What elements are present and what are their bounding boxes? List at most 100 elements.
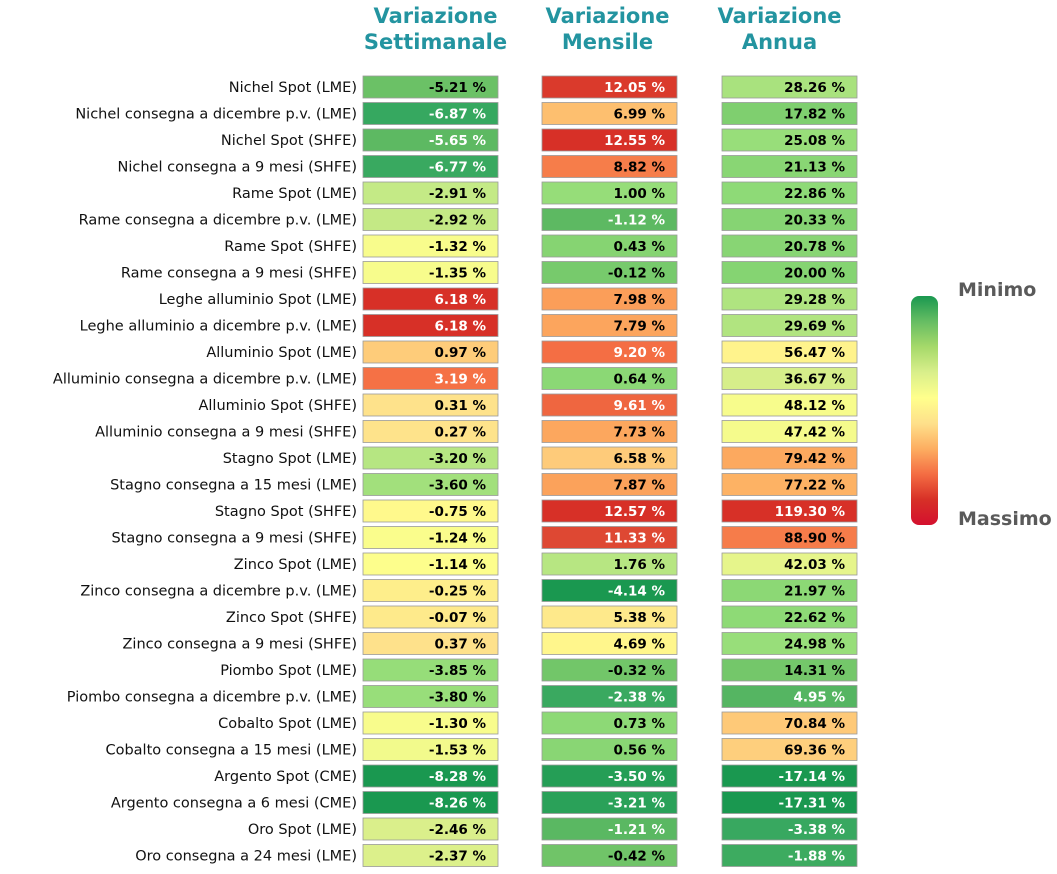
column-header-line: Annua xyxy=(742,30,817,54)
cell-value: 7.98 % xyxy=(613,292,665,308)
cell-bar xyxy=(541,499,678,523)
cell-value: 4.69 % xyxy=(613,637,665,653)
cell-value: 0.56 % xyxy=(613,743,665,759)
cell-bar xyxy=(541,817,678,841)
row-label: Nichel consegna a dicembre p.v. (LME) xyxy=(75,107,357,123)
cell-bar xyxy=(721,340,858,364)
cell-value: 1.00 % xyxy=(613,186,665,202)
cell-bar xyxy=(541,658,678,682)
heatmap-cell: -0.42 % xyxy=(541,844,678,867)
heatmap-cell: 4.95 % xyxy=(721,685,858,708)
row-label: Stagno consegna a 9 mesi (SHFE) xyxy=(111,531,357,547)
cell-bar xyxy=(721,791,858,814)
heatmap-cell: -3.80 % xyxy=(362,685,499,708)
heatmap-cell: -6.77 % xyxy=(362,155,499,178)
heatmap-cell: -0.25 % xyxy=(362,579,499,602)
heatmap-cell: 0.56 % xyxy=(541,738,678,761)
cell-bar xyxy=(721,844,858,867)
heatmap-cell: -0.07 % xyxy=(362,605,499,629)
column-header-line: Variazione xyxy=(717,4,841,28)
cell-bar xyxy=(541,526,678,549)
cell-value: 0.73 % xyxy=(613,716,665,732)
cell-bar xyxy=(541,102,678,125)
cell-bar xyxy=(541,579,678,602)
color-legend: Minimo Massimo xyxy=(911,279,1052,530)
cell-bar xyxy=(362,711,499,735)
heatmap-cell: -3.21 % xyxy=(541,791,678,814)
cell-value: 3.19 % xyxy=(434,372,486,388)
cell-bar xyxy=(721,446,858,470)
heatmap-cell: 42.03 % xyxy=(721,552,858,576)
cell-bar xyxy=(541,128,678,152)
heatmap-cell: 0.97 % xyxy=(362,340,499,364)
cell-bar xyxy=(721,658,858,682)
row-label: Oro Spot (LME) xyxy=(248,822,357,838)
cell-value: 48.12 % xyxy=(784,398,845,414)
cell-bar xyxy=(541,632,678,655)
cell-value: 17.82 % xyxy=(784,107,845,123)
heatmap-cell: 79.42 % xyxy=(721,446,858,470)
cell-value: -0.25 % xyxy=(429,584,487,600)
row-label: Rame consegna a dicembre p.v. (LME) xyxy=(79,213,357,229)
cell-bar xyxy=(721,314,858,337)
cell-bar xyxy=(541,791,678,814)
heatmap-cell: -1.53 % xyxy=(362,738,499,761)
cell-value: 0.43 % xyxy=(613,239,665,255)
heatmap-cell: 47.42 % xyxy=(721,420,858,443)
cell-value: -1.24 % xyxy=(429,531,487,547)
heatmap-cell: -2.38 % xyxy=(541,685,678,708)
row-label: Alluminio Spot (SHFE) xyxy=(198,398,357,414)
cell-bar xyxy=(362,102,499,125)
heatmap-cell: 20.00 % xyxy=(721,261,858,284)
cell-value: -3.80 % xyxy=(429,690,487,706)
cell-value: -6.87 % xyxy=(429,107,487,123)
cell-bar xyxy=(362,208,499,231)
cell-bar xyxy=(362,844,499,867)
cell-value: -2.92 % xyxy=(429,213,487,229)
heatmap-cell: 17.82 % xyxy=(721,102,858,125)
cell-bar xyxy=(362,605,499,629)
cell-value: -17.31 % xyxy=(778,796,845,812)
cell-bar xyxy=(362,764,499,788)
heatmap-cell: 7.87 % xyxy=(541,473,678,496)
cell-value: -6.77 % xyxy=(429,160,487,176)
cell-bar xyxy=(362,287,499,311)
cell-value: 12.57 % xyxy=(604,504,665,520)
cell-value: 14.31 % xyxy=(784,663,845,679)
cell-value: 88.90 % xyxy=(784,531,845,547)
heatmap-cell: -1.35 % xyxy=(362,261,499,284)
cell-bar xyxy=(541,340,678,364)
cell-value: 79.42 % xyxy=(784,451,845,467)
cell-value: -0.07 % xyxy=(429,610,487,626)
cell-bar xyxy=(721,605,858,629)
heatmap-cell: -17.31 % xyxy=(721,791,858,814)
cell-bar xyxy=(362,393,499,417)
cell-bar xyxy=(721,261,858,284)
heatmap-cell: 21.97 % xyxy=(721,579,858,602)
cell-value: 1.76 % xyxy=(613,557,665,573)
heatmap-cell: 29.28 % xyxy=(721,287,858,311)
heatmap-cell: 25.08 % xyxy=(721,128,858,152)
cell-bar xyxy=(541,367,678,390)
cell-bar xyxy=(362,181,499,205)
cell-value: 8.82 % xyxy=(613,160,665,176)
legend-min-label: Minimo xyxy=(958,279,1036,301)
heatmap-cell: 77.22 % xyxy=(721,473,858,496)
row-label: Rame Spot (LME) xyxy=(232,186,357,202)
cell-value: 6.18 % xyxy=(434,292,486,308)
cell-bar xyxy=(541,287,678,311)
heatmap-cell: 119.30 % xyxy=(721,499,858,523)
column-header: Variazione Annua xyxy=(717,4,841,54)
row-label: Rame consegna a 9 mesi (SHFE) xyxy=(121,266,357,282)
heatmap-cell: 69.36 % xyxy=(721,738,858,761)
cell-value: -8.28 % xyxy=(429,769,487,785)
cell-bar xyxy=(362,552,499,576)
row-labels: Nichel Spot (LME) Nichel consegna a dicem… xyxy=(53,80,357,865)
cell-bar xyxy=(362,499,499,523)
cell-bar xyxy=(721,208,858,231)
cell-bar xyxy=(541,234,678,258)
row-label: Zinco consegna a dicembre p.v. (LME) xyxy=(80,584,357,600)
cell-value: -1.32 % xyxy=(429,239,487,255)
cell-bar xyxy=(362,234,499,258)
